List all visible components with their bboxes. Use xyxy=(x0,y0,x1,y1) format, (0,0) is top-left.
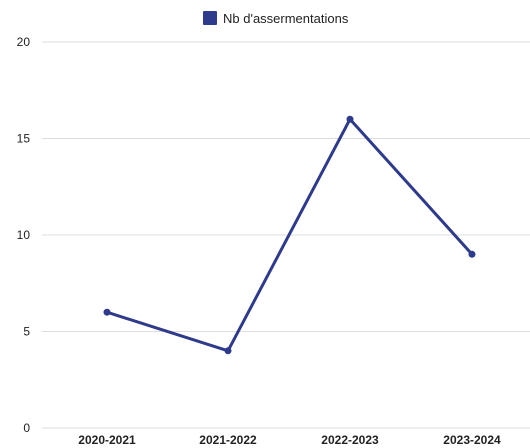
y-tick-label: 10 xyxy=(17,228,31,242)
data-point xyxy=(468,250,476,258)
y-tick-label: 5 xyxy=(23,325,30,339)
data-point xyxy=(346,115,354,123)
x-tick-label: 2023-2024 xyxy=(443,433,501,447)
x-axis: 2020-2021 2021-2022 2022-2023 2023-2024 xyxy=(78,433,501,447)
series-line xyxy=(106,117,474,353)
y-tick-label: 0 xyxy=(23,421,30,435)
y-axis: 0 5 10 15 20 xyxy=(17,35,31,435)
series-layer xyxy=(103,115,476,355)
x-tick-label: 2022-2023 xyxy=(321,433,379,447)
x-tick-label: 2021-2022 xyxy=(199,433,257,447)
y-tick-label: 20 xyxy=(17,35,31,49)
legend-label: Nb d'assermentations xyxy=(223,11,349,26)
y-tick-label: 15 xyxy=(17,132,31,146)
data-point xyxy=(224,347,232,355)
data-point xyxy=(103,308,111,316)
gridlines xyxy=(42,41,530,429)
legend-swatch xyxy=(203,11,217,25)
x-tick-label: 2020-2021 xyxy=(78,433,136,447)
legend: Nb d'assermentations xyxy=(203,11,349,26)
